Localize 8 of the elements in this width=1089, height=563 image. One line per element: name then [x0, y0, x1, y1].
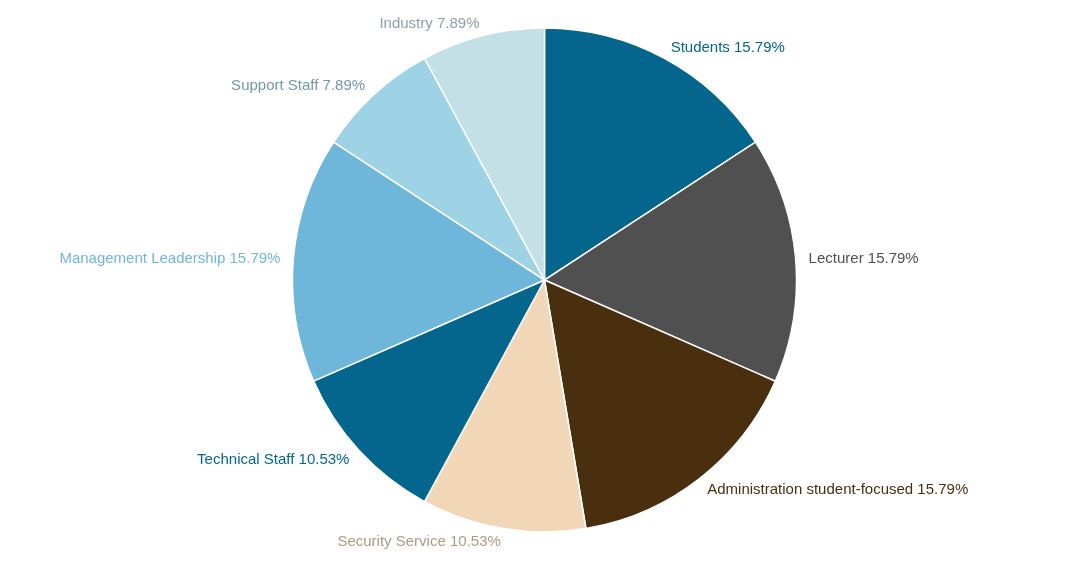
slice-label: Administration student-focused 15.79%: [707, 480, 969, 498]
slice-label: Security Service 10.53%: [337, 532, 501, 550]
slice-label: Lecturer 15.79%: [808, 249, 919, 267]
slice-label: Industry 7.89%: [379, 14, 480, 32]
slice-label: Students 15.79%: [670, 37, 785, 55]
slice-label: Management Leadership 15.79%: [59, 248, 281, 266]
slice-label: Support Staff 7.89%: [231, 75, 366, 93]
slice-label: Technical Staff 10.53%: [197, 450, 350, 468]
